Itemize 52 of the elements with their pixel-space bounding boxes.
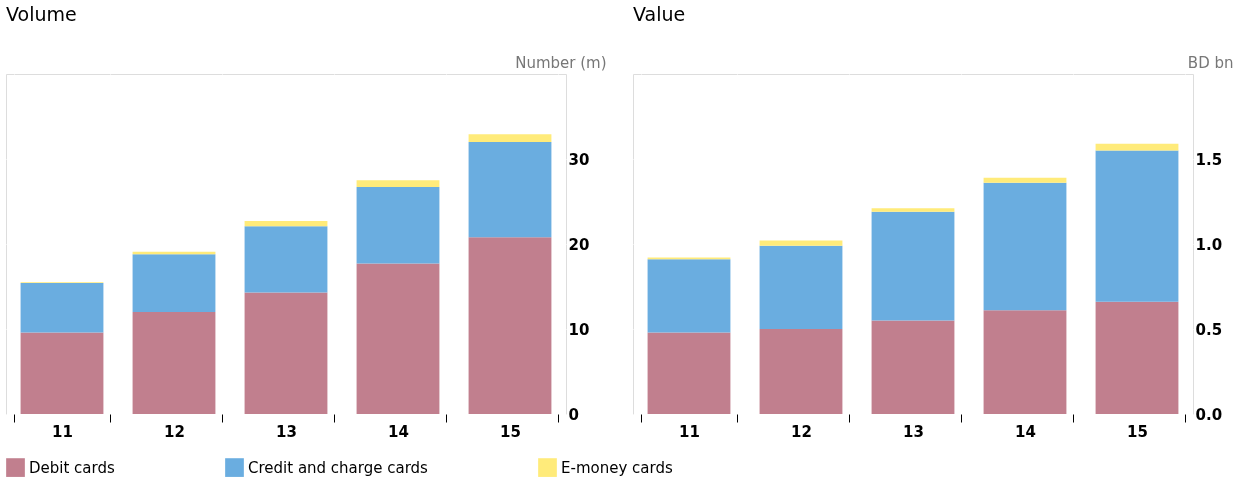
bar xyxy=(244,226,328,293)
x-tick-label: 12 xyxy=(791,422,812,441)
bar xyxy=(356,180,440,188)
bar xyxy=(1095,301,1179,414)
bar xyxy=(132,312,216,414)
bar xyxy=(871,320,955,414)
bar xyxy=(132,254,216,312)
bar xyxy=(356,263,440,414)
y-tick-label: 0.5 xyxy=(1195,320,1223,339)
bar xyxy=(468,237,552,414)
y-tick-label: 30 xyxy=(568,150,590,169)
bar xyxy=(871,208,955,212)
chart-title: Value xyxy=(633,3,686,25)
y-tick-label: 0.0 xyxy=(1195,405,1223,424)
bar xyxy=(759,245,843,329)
x-tick-label: 13 xyxy=(903,422,924,441)
chart-title: Volume xyxy=(6,3,77,25)
bar xyxy=(244,221,328,227)
bar xyxy=(983,182,1067,311)
y-tick-label: 20 xyxy=(568,235,590,254)
bar xyxy=(871,211,955,321)
y-tick-label: 0 xyxy=(568,405,579,424)
x-tick-label: 15 xyxy=(500,422,521,441)
bar xyxy=(647,332,731,414)
legend-label: Debit cards xyxy=(29,458,115,477)
legend-label: E-money cards xyxy=(561,458,673,477)
bar xyxy=(1095,143,1179,151)
bar xyxy=(759,329,843,414)
y-tick-label: 10 xyxy=(568,320,590,339)
x-tick-label: 14 xyxy=(1015,422,1036,441)
x-tick-label: 12 xyxy=(164,422,185,441)
bar xyxy=(20,332,104,414)
legend-label: Credit and charge cards xyxy=(248,458,429,477)
bar xyxy=(468,134,552,142)
x-tick-label: 11 xyxy=(52,422,73,441)
bar xyxy=(983,177,1067,183)
y-axis-title: BD bn xyxy=(1187,53,1234,72)
bar xyxy=(244,292,328,414)
bar xyxy=(468,142,552,238)
bar xyxy=(647,259,731,333)
y-tick-label: 1.0 xyxy=(1195,235,1223,254)
bar xyxy=(983,310,1067,414)
bar xyxy=(20,283,104,333)
y-tick-label: 1.5 xyxy=(1195,150,1223,169)
y-axis-title: Number (m) xyxy=(515,53,607,72)
bar xyxy=(356,187,440,264)
x-tick-label: 13 xyxy=(276,422,297,441)
bar xyxy=(759,240,843,246)
bar xyxy=(1095,150,1179,302)
x-tick-label: 11 xyxy=(679,422,700,441)
x-tick-label: 14 xyxy=(388,422,409,441)
x-tick-label: 15 xyxy=(1127,422,1148,441)
